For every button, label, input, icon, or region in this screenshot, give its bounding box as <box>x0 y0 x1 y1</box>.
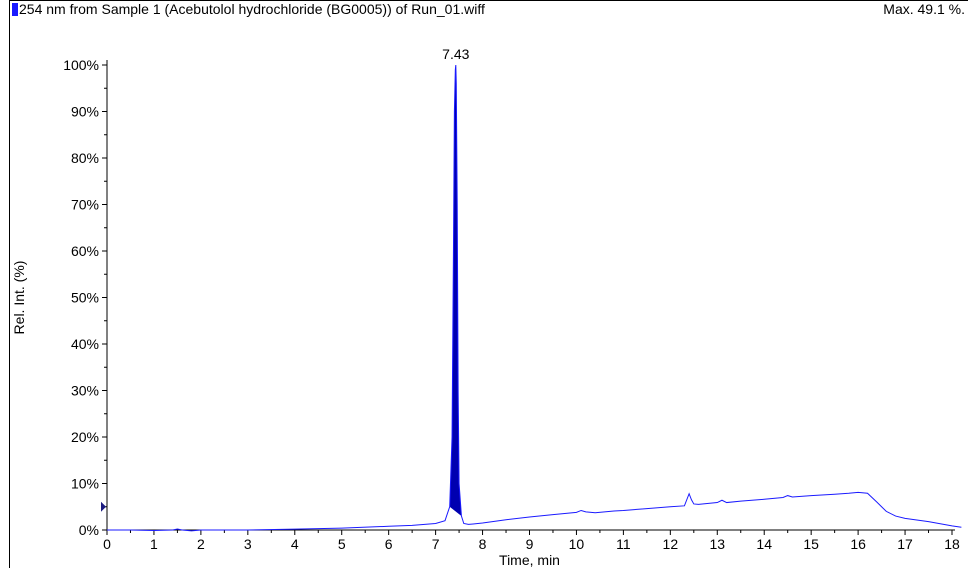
chart-frame <box>9 0 968 568</box>
x-tick-label: 1 <box>150 536 158 552</box>
y-tick-label: 90% <box>71 104 99 120</box>
y-tick-label: 30% <box>71 383 99 399</box>
y-tick-label: 0% <box>79 522 99 538</box>
x-tick-label: 18 <box>944 536 960 552</box>
x-tick-label: 12 <box>663 536 679 552</box>
x-tick-label: 8 <box>479 536 487 552</box>
series-color-swatch <box>12 3 18 16</box>
x-tick-label: 15 <box>803 536 819 552</box>
y-ticks: 0% 10% 20% 30% 40% 50% 60% 70% 80% 90% 100% <box>63 57 107 538</box>
y-tick-label: 20% <box>71 429 99 445</box>
x-tick-label: 11 <box>616 536 631 552</box>
y-tick-label: 10% <box>71 476 99 492</box>
max-intensity-label: Max. 49.1 %. <box>883 1 965 17</box>
x-tick-label: 10 <box>569 536 585 552</box>
x-tick-label: 13 <box>709 536 725 552</box>
x-tick-label: 16 <box>850 536 866 552</box>
y-axis-label: Rel. Int. (%) <box>11 261 27 335</box>
y-tick-label: 50% <box>71 290 99 306</box>
x-tick-label: 5 <box>338 536 346 552</box>
chart-title: 254 nm from Sample 1 (Acebutolol hydroch… <box>19 1 485 17</box>
peak-label: 7.43 <box>442 46 469 62</box>
x-tick-label: 7 <box>432 536 440 552</box>
axes-group: 0 1 2 3 4 5 6 7 8 9 10 11 12 13 14 15 16 17 18 0%10%20%30%… <box>63 57 960 552</box>
x-tick-label: 14 <box>756 536 772 552</box>
x-ticks: 0 1 2 3 4 5 6 7 8 9 10 11 12 13 14 15 16 17 18 <box>103 530 960 552</box>
y-tick-label: 70% <box>71 197 99 213</box>
x-tick-label: 9 <box>526 536 534 552</box>
x-tick-label: 0 <box>103 536 111 552</box>
series-line[interactable] <box>107 64 962 532</box>
y-offset-marker <box>101 501 106 512</box>
x-tick-label: 17 <box>897 536 913 552</box>
y-tick-label: 100% <box>63 57 99 73</box>
x-tick-label: 4 <box>291 536 299 552</box>
x-tick-label: 2 <box>197 536 205 552</box>
annotations: 7.43 <box>442 46 469 62</box>
x-tick-label: 3 <box>244 536 252 552</box>
y-tick-label: 60% <box>71 243 99 259</box>
x-axis-label: Time, min <box>499 552 560 568</box>
y-tick-label: 40% <box>71 336 99 352</box>
y-tick-label: 80% <box>71 150 99 166</box>
x-tick-label: 6 <box>385 536 393 552</box>
